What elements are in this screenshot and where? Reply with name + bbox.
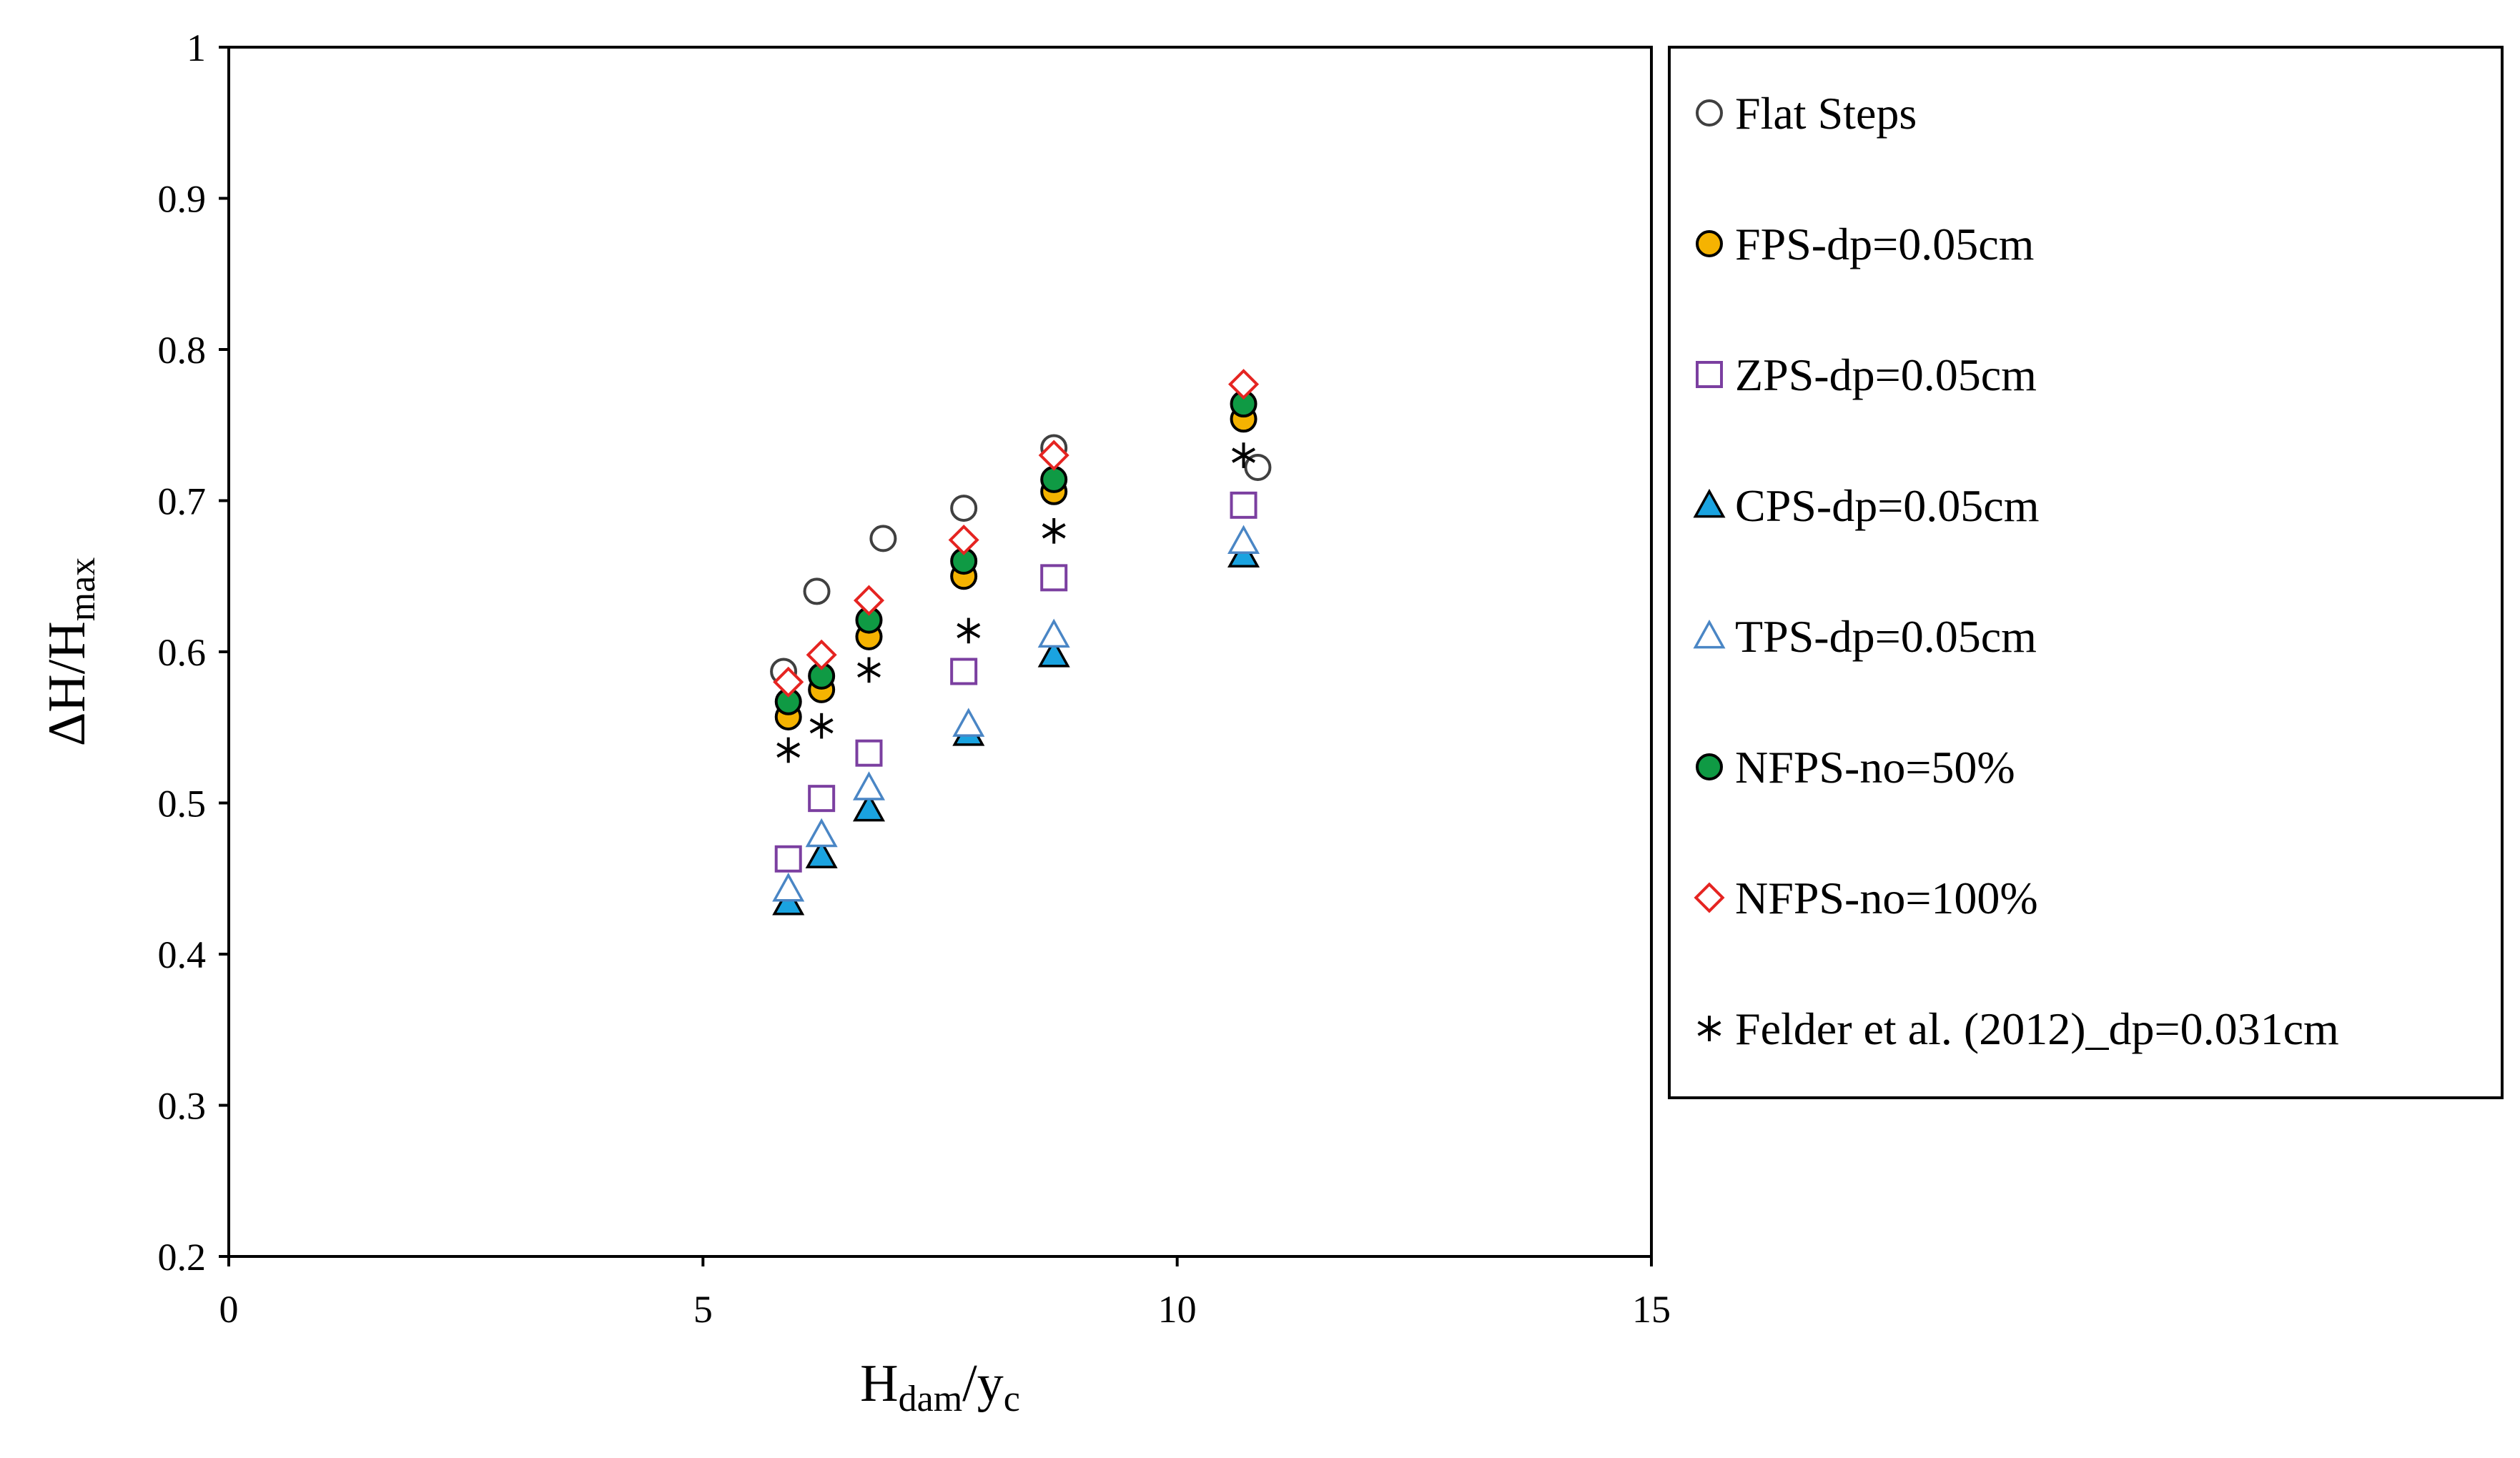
legend-marker	[1696, 753, 1723, 780]
data-points	[770, 369, 1272, 916]
x-axis-label: Hdam/yc	[860, 1354, 1020, 1419]
legend-marker	[1696, 361, 1723, 388]
legend: Flat Steps FPS-dp=0.05cm ZPS-dp=0.05cm CPS-…	[1693, 88, 2339, 1054]
legend-marker	[1696, 230, 1723, 257]
legend-marker	[1693, 488, 1726, 518]
data-point	[1230, 491, 1257, 519]
legend-label: TPS-dp=0.05cm	[1735, 611, 2037, 662]
data-point	[773, 666, 804, 698]
data-point	[857, 657, 881, 683]
y-tick-label: 0.4	[158, 933, 207, 976]
data-point	[806, 639, 837, 670]
legend-item: NFPS-no=50%	[1696, 742, 2015, 793]
y-tick-label: 0.9	[158, 178, 207, 221]
series-6	[773, 369, 1260, 698]
data-point	[1228, 369, 1260, 400]
y-axis-label-sub: max	[62, 557, 103, 622]
y-tick-label: 0.3	[158, 1085, 207, 1128]
data-point	[808, 785, 836, 813]
legend-marker	[1694, 882, 1725, 913]
y-axis-label: ΔH/Hmax	[38, 557, 103, 747]
data-point	[774, 845, 802, 873]
data-point	[869, 525, 897, 552]
data-point	[950, 495, 978, 522]
data-point	[948, 524, 979, 556]
data-point	[803, 577, 831, 605]
data-point	[852, 771, 886, 800]
legend-marker	[1693, 619, 1726, 649]
series-4	[772, 525, 1260, 902]
series-7	[776, 442, 1255, 763]
data-point	[950, 658, 978, 685]
legend-label: ZPS-dp=0.05cm	[1735, 349, 2037, 400]
x-tick-label: 15	[1632, 1288, 1671, 1331]
x-tick-label: 0	[219, 1288, 239, 1331]
y-tick-label: 0.7	[158, 480, 207, 523]
legend-item: FPS-dp=0.05cm	[1696, 219, 2034, 269]
y-tick-label: 1	[187, 26, 206, 69]
x-axis-label-mid: /y	[962, 1354, 1004, 1413]
data-point	[952, 708, 985, 737]
y-tick-label: 0.5	[158, 783, 207, 825]
y-tick-label: 0.2	[158, 1236, 207, 1279]
legend-label: NFPS-no=50%	[1735, 742, 2015, 793]
x-axis-label-main: H	[860, 1354, 898, 1413]
data-point	[1038, 440, 1069, 471]
legend-label: FPS-dp=0.05cm	[1735, 219, 2034, 269]
legend-marker	[1697, 1016, 1721, 1041]
data-point	[809, 713, 834, 739]
y-axis-label-main: ΔH/H	[38, 621, 97, 746]
x-tick-label: 10	[1158, 1288, 1197, 1331]
data-point	[1037, 638, 1070, 668]
legend-item: NFPS-no=100%	[1694, 873, 2038, 923]
data-point	[772, 872, 805, 902]
legend-item: Flat Steps	[1696, 88, 1917, 139]
data-point	[853, 585, 885, 616]
data-point	[776, 737, 801, 763]
series-2	[774, 491, 1257, 873]
legend-item: TPS-dp=0.05cm	[1693, 611, 2037, 662]
data-point	[1037, 618, 1070, 648]
y-tick-label: 0.6	[158, 631, 207, 674]
x-axis-label-sub1: dam	[899, 1379, 963, 1419]
data-point	[1040, 564, 1068, 592]
data-point	[805, 839, 838, 868]
data-point	[855, 739, 883, 767]
data-point	[1040, 465, 1068, 493]
data-point	[1042, 517, 1066, 544]
y-axis-ticks: 0.2 0.3 0.4 0.5 0.6 0.7 0.8 0.9 1	[158, 26, 229, 1279]
data-point	[957, 618, 981, 644]
data-point	[1227, 525, 1260, 554]
legend-item: CPS-dp=0.05cm	[1693, 480, 2039, 531]
legend-label: CPS-dp=0.05cm	[1735, 480, 2039, 531]
legend-label: NFPS-no=100%	[1735, 873, 2038, 923]
legend-item: Felder et al. (2012)_dp=0.031cm	[1697, 1003, 2339, 1054]
legend-marker	[1696, 99, 1723, 127]
data-point	[805, 818, 838, 848]
x-axis-label-sub2: c	[1004, 1379, 1020, 1419]
data-point	[852, 792, 886, 822]
legend-frame	[1668, 46, 2504, 1099]
legend-label: Felder et al. (2012)_dp=0.031cm	[1735, 1003, 2339, 1054]
x-tick-label: 5	[693, 1288, 713, 1331]
legend-item: ZPS-dp=0.05cm	[1696, 349, 2037, 400]
data-point	[1232, 442, 1255, 468]
y-tick-label: 0.8	[158, 329, 207, 372]
legend-label: Flat Steps	[1735, 88, 1917, 139]
x-axis-ticks: 0 5 10 15	[219, 1256, 1671, 1331]
